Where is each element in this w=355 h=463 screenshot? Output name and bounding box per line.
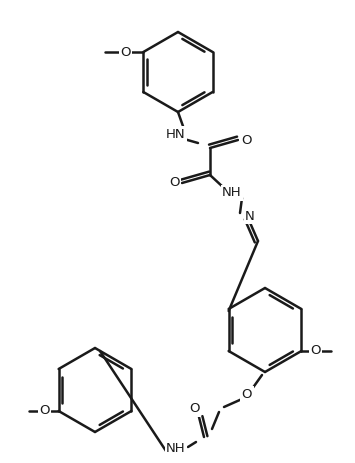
Text: O: O: [310, 344, 321, 357]
Text: O: O: [39, 405, 50, 418]
Text: NH: NH: [222, 187, 242, 200]
Text: O: O: [189, 402, 199, 415]
Text: O: O: [169, 176, 179, 189]
Text: HN: HN: [166, 127, 186, 140]
Text: O: O: [120, 45, 131, 58]
Text: NH: NH: [166, 443, 186, 456]
Text: O: O: [242, 388, 252, 400]
Text: N: N: [245, 209, 255, 223]
Text: O: O: [241, 133, 251, 146]
